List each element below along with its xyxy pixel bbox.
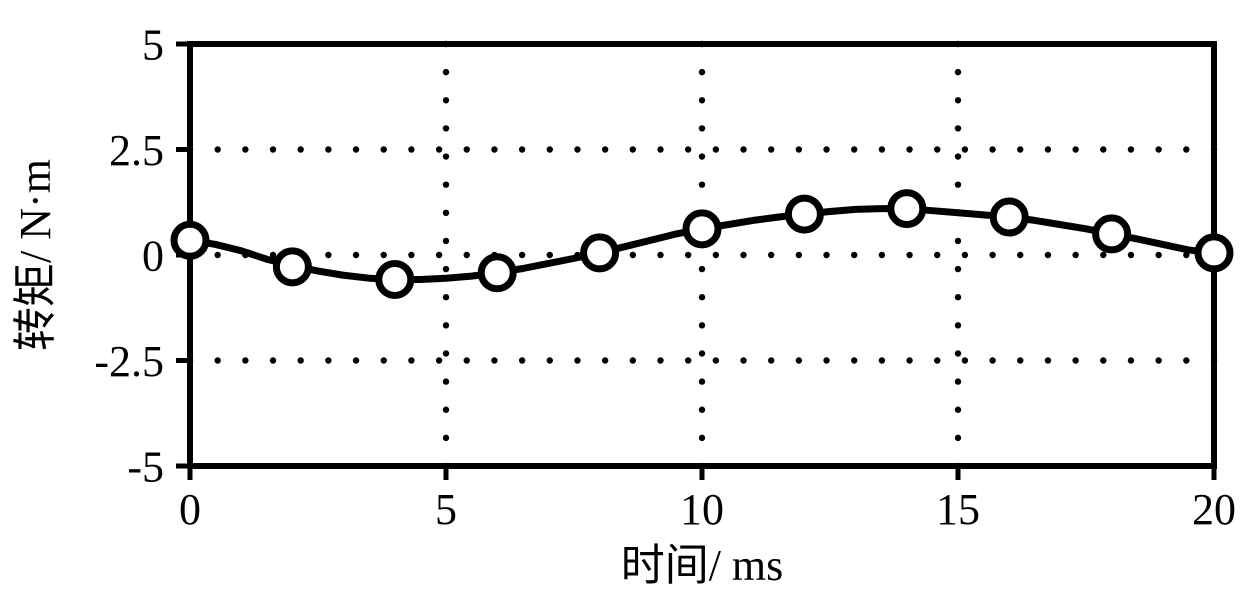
y-tick-label: 0 <box>142 231 164 280</box>
data-marker <box>788 198 820 230</box>
data-marker <box>1198 237 1230 269</box>
data-marker <box>993 201 1025 233</box>
chart-container: 0 5 10 15 20 -5 -2.5 0 2.5 5 时间/ ms 转矩/ N·m <box>0 0 1240 603</box>
x-tick-label: 15 <box>936 485 980 534</box>
data-marker <box>1096 218 1128 250</box>
data-marker <box>481 257 513 289</box>
data-marker <box>686 213 718 245</box>
data-marker <box>891 193 923 225</box>
y-axis-label: 转矩/ N·m <box>11 159 60 351</box>
chart-svg: 0 5 10 15 20 -5 -2.5 0 2.5 5 时间/ ms 转矩/ N·m <box>0 0 1240 603</box>
x-tick-label: 10 <box>680 485 724 534</box>
data-marker <box>276 251 308 283</box>
x-axis-label: 时间/ ms <box>621 541 784 590</box>
y-tick-label: 2.5 <box>109 126 164 175</box>
data-marker <box>174 224 206 256</box>
x-tick-label: 20 <box>1192 485 1236 534</box>
y-tick-label: -2.5 <box>94 337 164 386</box>
x-tick-label: 0 <box>179 485 201 534</box>
y-tick-label: -5 <box>127 442 164 491</box>
data-marker <box>584 237 616 269</box>
y-tick-label: 5 <box>142 20 164 69</box>
data-marker <box>379 263 411 295</box>
x-tick-label: 5 <box>435 485 457 534</box>
